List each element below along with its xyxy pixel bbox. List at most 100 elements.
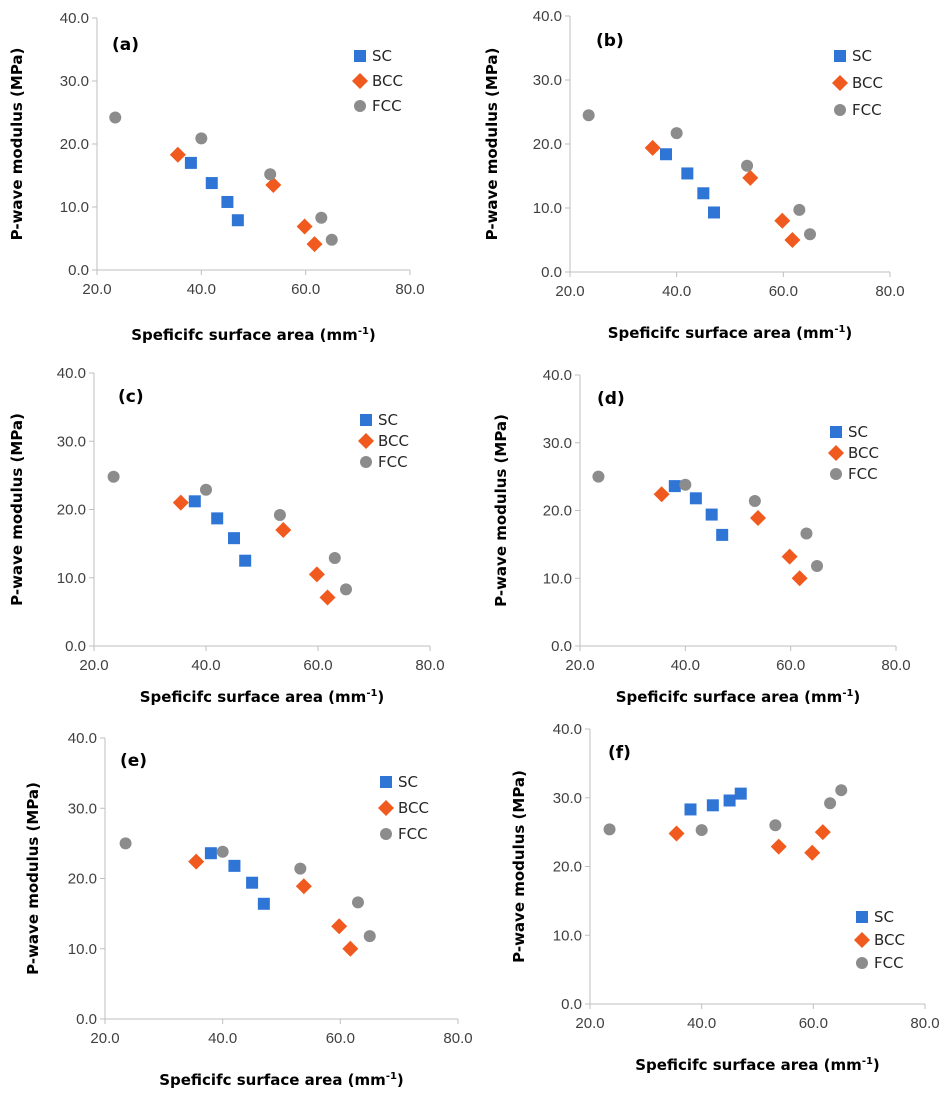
x-tick-label: 20.0 [82,281,111,298]
legend-sc-marker [830,426,842,438]
y-axis-title: P-wave modulus (MPa) [8,48,26,241]
y-tick-label: 20.0 [57,502,86,519]
bcc-point [781,548,798,565]
legend-bcc-marker [828,445,844,461]
panel-label: (d) [597,389,625,409]
sc-point [184,156,197,169]
sc-point [660,148,672,161]
bcc-point [331,918,348,935]
series-fcc [603,784,848,837]
legend-fcc-label: FCC [874,954,904,972]
fcc-point [679,478,692,491]
bcc-point [774,212,791,229]
x-axis-title: Speficifc surface area (mm-1) [635,1056,880,1074]
legend: SC BCC FCC [828,423,879,483]
bcc-point [172,494,189,511]
legend-sc-label: SC [848,423,868,441]
legend-sc-label: SC [874,908,894,926]
x-axis-title-main: Speficifc surface area (mm [159,1071,386,1089]
x-tick-label: 20.0 [565,657,594,674]
series-bcc [644,139,801,248]
x-axis-title-main: Speficifc surface area (mm [140,688,367,706]
y-tick-label: 30.0 [553,790,582,807]
fcc-point [264,168,277,181]
legend-fcc-label: FCC [852,101,882,119]
x-axis-title-main: Speficifc surface area (mm [131,326,358,344]
legend-bcc-label: BCC [378,432,409,450]
x-axis-title-superscript: -1 [842,688,853,699]
x-axis-title-superscript: -1 [862,1056,873,1067]
x-axis-title: Speficifc surface area (mm-1) [159,1071,404,1089]
fcc-point [603,823,616,836]
x-axis-title-end: ) [369,326,376,344]
fcc-point [811,560,823,573]
legend-bcc-label: BCC [848,444,879,462]
x-axis-title-main: Speficifc surface area (mm [635,1056,862,1074]
legend-sc-marker [354,50,366,62]
x-tick-label: 40.0 [687,1015,716,1032]
bcc-point [784,232,801,248]
legend-sc-label: SC [398,773,418,791]
legend-sc-marker [856,911,868,923]
bcc-point [265,176,282,193]
series-bcc [653,486,808,587]
fcc-point [273,508,286,521]
fcc-point [119,837,132,850]
legend-fcc-marker [834,104,846,116]
x-tick-label: 40.0 [191,657,220,674]
x-tick-label: 20.0 [90,1030,119,1047]
series-fcc [107,470,352,596]
y-axis-title: P-wave modulus (MPa) [483,48,501,241]
fcc-point [582,109,595,122]
y-tick-label: 10.0 [553,927,582,944]
x-axis-title: Speficifc surface area (mm-1) [616,688,861,706]
sc-point [188,495,201,508]
x-tick-label: 20.0 [79,657,108,674]
panel-c: 0.0 10.0 20.0 30.0 40.0 20.0 40.0 60.0 80.0 P-wav… [8,365,445,706]
x-tick-label: 40.0 [208,1030,237,1047]
sc-point [697,187,710,200]
fcc-point [769,819,782,832]
bcc-point [791,570,808,587]
x-tick-label: 80.0 [395,281,424,298]
sc-point [684,803,697,816]
fcc-point [351,896,364,909]
legend-fcc-marker [830,468,842,480]
sc-point [257,897,270,910]
y-tick-label: 0.0 [65,638,86,655]
fcc-point [200,483,212,496]
x-axis-title-end: ) [873,1056,880,1074]
x-axis-title-main: Speficifc surface area (mm [608,324,835,342]
bcc-point [814,824,831,841]
legend: SC BCC FCC [854,908,905,972]
legend-fcc-label: FCC [398,825,428,843]
x-tick-label: 20.0 [575,1015,604,1032]
x-tick-label: 60.0 [291,281,320,298]
series-sc [668,480,729,541]
x-axis-title: Speficifc surface area (mm-1) [608,324,853,342]
legend-sc-marker [834,50,846,62]
sc-point [708,206,720,219]
fcc-point [793,203,806,216]
sc-point [706,799,719,812]
bcc-point [770,838,787,855]
legend-fcc-marker [354,100,366,112]
y-tick-label: 30.0 [60,73,89,90]
sc-point [681,167,694,180]
x-axis-title-superscript: -1 [366,688,377,699]
legend-fcc-label: FCC [372,97,402,115]
panel-e: 0.0 10.0 20.0 30.0 40.0 20.0 40.0 60.0 80.0 P-wav… [24,730,473,1089]
legend-bcc-label: BCC [874,931,905,949]
series-fcc [119,837,376,943]
x-tick-label: 80.0 [443,1030,472,1047]
y-tick-label: 40.0 [60,10,89,27]
y-tick-label: 20.0 [60,136,89,153]
fcc-point [800,527,813,540]
y-tick-label: 10.0 [60,199,89,216]
legend-bcc-marker [378,800,394,816]
panel-label: (f) [608,743,631,763]
fcc-point [325,233,338,246]
series-fcc [582,109,816,241]
x-axis-title-end: ) [377,688,384,706]
legend-bcc-label: BCC [398,799,429,817]
